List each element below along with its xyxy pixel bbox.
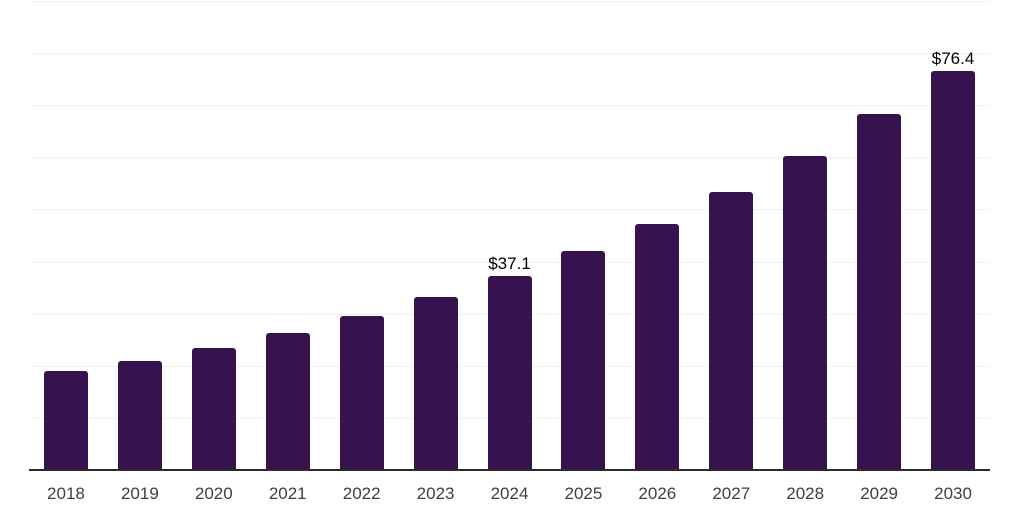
gridline-60 [29, 157, 990, 159]
gridline-90 [29, 1, 990, 2]
bar-2020 [191, 347, 236, 469]
bar-2022 [339, 316, 384, 469]
bar-2026 [635, 223, 680, 469]
x-axis-line [29, 469, 990, 471]
bar-2025 [561, 250, 606, 469]
x-tick-label-2029: 2029 [860, 484, 899, 503]
x-tick-label-2018: 2018 [47, 484, 85, 503]
gridline-50 [29, 209, 990, 211]
x-tick-label-2022: 2022 [342, 484, 381, 503]
x-tick-label-2019: 2019 [120, 484, 159, 503]
x-tick-label-2027: 2027 [712, 484, 751, 503]
x-tick-label-2021: 2021 [268, 484, 307, 503]
data-label-2024: $37.1 [488, 253, 531, 273]
x-tick-label-2025: 2025 [564, 484, 603, 503]
bar-2027 [709, 192, 754, 469]
x-tick-label-2030: 2030 [934, 484, 972, 503]
x-tick-label-2023: 2023 [416, 484, 455, 503]
bar-2024 [487, 275, 532, 469]
bar-2023 [413, 297, 458, 469]
plot-area: $37.1 $76.4 [29, 0, 990, 471]
gridline-80 [29, 53, 990, 55]
x-tick-label-2020: 2020 [194, 484, 233, 503]
x-tick-label-2026: 2026 [638, 484, 677, 503]
bar-2028 [783, 156, 828, 469]
x-tick-label-2024: 2024 [490, 484, 529, 503]
bar-2021 [265, 333, 310, 469]
bar-2019 [117, 360, 162, 469]
gridline-40 [29, 261, 990, 263]
bar-2029 [857, 113, 902, 469]
gridline-70 [29, 105, 990, 107]
data-label-2030: $76.4 [931, 48, 975, 68]
x-tick-label-2028: 2028 [786, 484, 825, 503]
bar-2030 [931, 70, 976, 469]
bar-2018 [43, 371, 88, 469]
